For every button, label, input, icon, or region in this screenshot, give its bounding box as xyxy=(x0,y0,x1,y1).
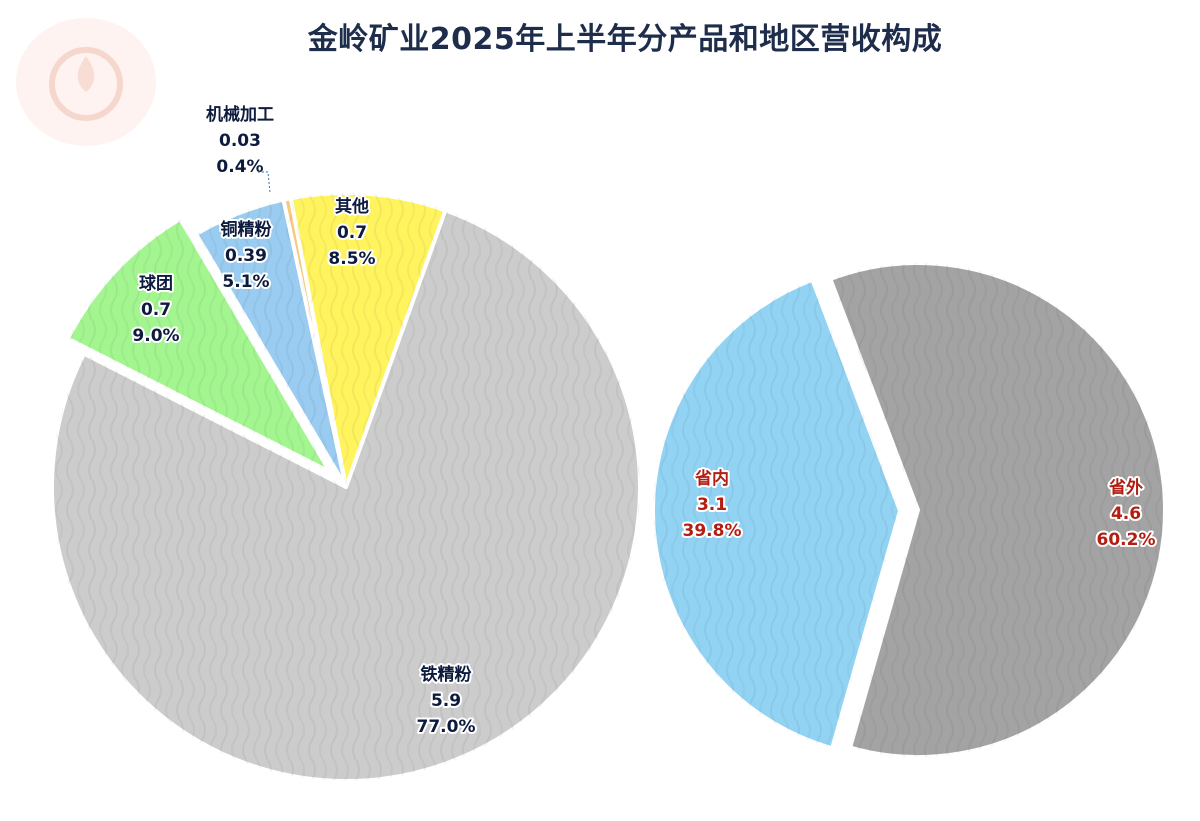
product-slice-value: 0.7 xyxy=(141,300,171,320)
product-slice-name: 其他 xyxy=(335,196,369,217)
product-slice-1 xyxy=(50,208,642,783)
product-slice-value: 0.39 xyxy=(225,246,267,266)
product-slice-percent: 5.1% xyxy=(222,272,269,292)
product-slice-percent: 0.4% xyxy=(216,157,263,177)
leader-line xyxy=(258,171,271,194)
product-label-5: 其他 0.7 8.5% xyxy=(326,194,377,271)
watermark-logo-icon xyxy=(16,18,156,146)
product-slice-name: 机械加工 xyxy=(206,104,274,125)
region-slice-value: 3.1 xyxy=(697,495,727,515)
region-slice-2 xyxy=(828,261,1167,759)
product-slice-name: 铜精粉 xyxy=(221,219,272,240)
region-slice-1 xyxy=(651,277,903,751)
region-label-2: 省外 4.6 60.2% xyxy=(1095,475,1158,552)
product-slice-percent: 77.0% xyxy=(417,717,476,737)
product-label-4: 机械加工 0.03 0.4% xyxy=(204,102,276,179)
product-slice-percent: 9.0% xyxy=(132,326,179,346)
product-label-2: 球团 0.7 9.0% xyxy=(130,272,181,348)
region-slice-name: 省外 xyxy=(1108,477,1143,498)
product-slice-percent: 8.5% xyxy=(328,249,375,269)
chart-title: 金岭矿业2025年上半年分产品和地区营收构成 xyxy=(307,22,943,57)
product-label-3: 铜精粉 0.39 5.1% xyxy=(219,217,274,294)
product-slice-2 xyxy=(65,216,332,474)
product-slice-value: 0.7 xyxy=(337,223,367,243)
region-pie-chart: 省内 3.1 39.8% 省外 4.6 60.2% xyxy=(651,261,1167,759)
region-slice-percent: 39.8% xyxy=(683,521,742,541)
product-slice-name: 球团 xyxy=(139,274,173,294)
region-slice-name: 省内 xyxy=(694,468,729,489)
product-slice-5 xyxy=(288,191,448,489)
region-slice-value: 4.6 xyxy=(1111,504,1141,524)
product-slice-value: 5.9 xyxy=(431,691,461,711)
product-slice-name: 铁精粉 xyxy=(421,664,472,685)
product-pie-chart: 铁精粉 5.9 77.0% 球团 0.7 9.0% 铜精粉 0.39 5.1% 机械加工 0.03 0… xyxy=(50,102,642,783)
product-slice-value: 0.03 xyxy=(219,131,261,151)
product-label-1: 铁精粉 5.9 77.0% xyxy=(415,662,478,739)
region-label-1: 省内 3.1 39.8% xyxy=(681,466,744,543)
region-slice-percent: 60.2% xyxy=(1097,530,1156,550)
